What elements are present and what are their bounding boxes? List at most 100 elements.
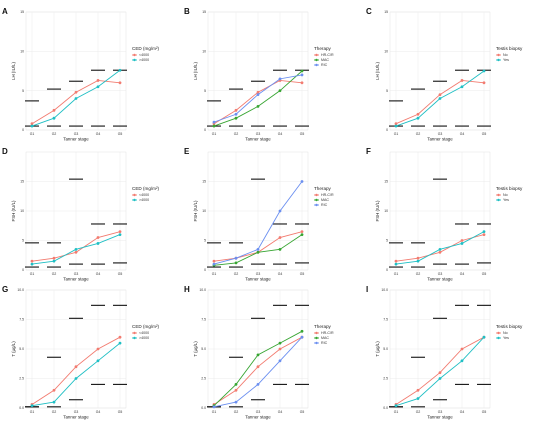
panel-f-x-axis-title: Tanner stage (427, 277, 453, 282)
panel-b-x-axis-title: Tanner stage (245, 137, 271, 142)
panel-d-y-tick-label: 5 (22, 239, 24, 243)
panel-e-x-tick-label: G1 (212, 272, 217, 276)
panel-i-data-point (416, 388, 420, 392)
panel-h-legend-label: HR-C/R (321, 331, 334, 335)
panel-f-x-tick-label: G3 (438, 272, 443, 276)
panel-f-data-point (460, 242, 464, 245)
panel-d-letter: D (2, 147, 8, 156)
panel-c-x-tick-label: G1 (394, 132, 399, 136)
panel-b-y-tick-label: 15 (202, 10, 206, 14)
panel-e-data-point (256, 247, 260, 251)
panel-b-x-tick-label: G4 (278, 132, 283, 136)
panel-b-legend-key-point (315, 63, 318, 67)
panel-h-data-point (300, 329, 304, 333)
panel-c-y-axis-title: LH (IU/L) (375, 62, 380, 80)
panel-f-legend-title: Testis biopsy (496, 186, 523, 191)
panel-c-data-point (438, 93, 442, 96)
panel-b-legend-key-point (315, 58, 318, 62)
panel-i: I 0.0 2.5 5.0 7.5 10.0 G1 G2 G3 G4 G5 Tanner stage T… (366, 285, 523, 420)
panel-e-x-tick-label: G4 (278, 272, 283, 276)
panel-b-y-tick-label: 10 (202, 50, 206, 54)
panel-h-data-point (278, 347, 282, 351)
panel-c-letter: C (366, 7, 372, 16)
panel-h-x-tick-label: G5 (300, 410, 305, 414)
panel-d-data-point (96, 242, 100, 245)
panel-b-legend-label: RIC (321, 63, 328, 67)
panel-f-data-point (416, 259, 420, 263)
panel-a-x-tick-label: G5 (118, 132, 123, 136)
panel-i-data-point (416, 397, 420, 400)
panel-a-letter: A (2, 7, 8, 16)
panel-i-data-point (460, 347, 464, 351)
panel-c-data-point (438, 97, 442, 100)
panel-e-legend-label: RIC (321, 203, 328, 207)
panel-i-y-tick-label: 10.0 (381, 288, 388, 292)
panel-a-data-point (118, 81, 122, 85)
panel-d-x-tick-label: G5 (118, 272, 123, 276)
panel-b-y-axis-title: LH (IU/L) (193, 62, 198, 80)
panel-d-legend-title: CED (mg/m²) (132, 186, 160, 191)
panel-e-x-tick-label: G2 (234, 272, 239, 276)
panel-h-legend-title: Therapy (314, 324, 332, 329)
panel-c-data-point (482, 81, 486, 85)
panel-i-x-tick-label: G3 (438, 410, 443, 414)
panel-a-x-axis-title: Tanner stage (63, 137, 89, 142)
panel-b-letter: B (184, 7, 190, 16)
panel-h-data-point (278, 341, 282, 345)
panel-f-data-point (394, 262, 398, 266)
panel-a-legend-label: <4000 (139, 53, 149, 57)
panel-b-x-tick-label: G2 (234, 132, 239, 136)
panel-d-x-tick-label: G1 (30, 272, 35, 276)
panel-g-y-tick-label: 5.0 (19, 347, 24, 351)
panel-g-legend-label: <4000 (139, 331, 149, 335)
panel-d-legend-label: <4000 (139, 193, 149, 197)
panel-g-legend-key-point (133, 336, 136, 340)
panel-d-x-tick-label: G4 (96, 272, 101, 276)
panel-g-x-tick-label: G2 (52, 410, 57, 414)
panel-b-data-point (256, 105, 260, 108)
panel-i-y-tick-label: 0.0 (383, 406, 388, 410)
panel-i-legend-label: No (503, 331, 508, 335)
panel-d-data-point (30, 259, 34, 263)
panel-b-data-point (234, 116, 238, 120)
panel-h-legend-key-point (315, 341, 318, 345)
panel-d-data-point (118, 233, 122, 237)
panel-i-x-axis-title: Tanner stage (427, 415, 453, 420)
panel-g-legend-label: >4000 (139, 336, 149, 340)
panel-d-y-tick-label: 10 (20, 209, 24, 213)
panel-e-data-point (212, 259, 216, 263)
panel-a-legend-key-point (133, 53, 136, 57)
panel-g-y-axis-title: T (µg/L) (11, 341, 16, 357)
panel-d-legend-label: >4000 (139, 198, 149, 202)
panel-h-legend-label: MAC (321, 336, 329, 340)
panel-e-data-point (212, 262, 216, 266)
panel-a-x-tick-label: G3 (74, 132, 79, 136)
panel-c-x-tick-label: G5 (482, 132, 487, 136)
panel-f-data-point (416, 256, 420, 260)
panel-h-letter: H (184, 285, 190, 294)
panel-e: E 0 5 10 15 G1 G2 G3 G4 G5 Tanner stage FSH (IU/L) T… (184, 147, 334, 282)
panel-h-data-point (256, 353, 260, 357)
panel-b-data-point (278, 77, 282, 81)
panel-d-data-point (52, 256, 56, 260)
panel-b-legend-label: MAC (321, 58, 329, 62)
panel-f-x-tick-label: G2 (416, 272, 421, 276)
panel-f-y-axis-title: FSH (IU/L) (375, 200, 380, 222)
panel-i-data-point (460, 359, 464, 363)
panel-h-data-point (256, 383, 260, 386)
panel-g-data-point (96, 359, 100, 363)
panel-e-y-tick-label: 15 (202, 180, 206, 184)
panel-h-data-point (234, 388, 238, 392)
panel-h-x-tick-label: G3 (256, 410, 261, 414)
panel-a-legend-title: CED (mg/m²) (132, 46, 160, 51)
panel-b: B 0 5 10 15 G1 G2 G3 G4 G5 Tanner stage LH (IU/L) Th… (184, 7, 334, 142)
panel-a-data-point (74, 90, 78, 94)
panel-e-y-tick-label: 5 (204, 239, 206, 243)
panel-g-x-tick-label: G3 (74, 410, 79, 414)
panel-g-data-point (74, 365, 78, 369)
panel-b-data-point (234, 112, 238, 116)
panel-b-data-point (256, 90, 260, 94)
panel-i-legend-label: Yes (503, 336, 509, 340)
